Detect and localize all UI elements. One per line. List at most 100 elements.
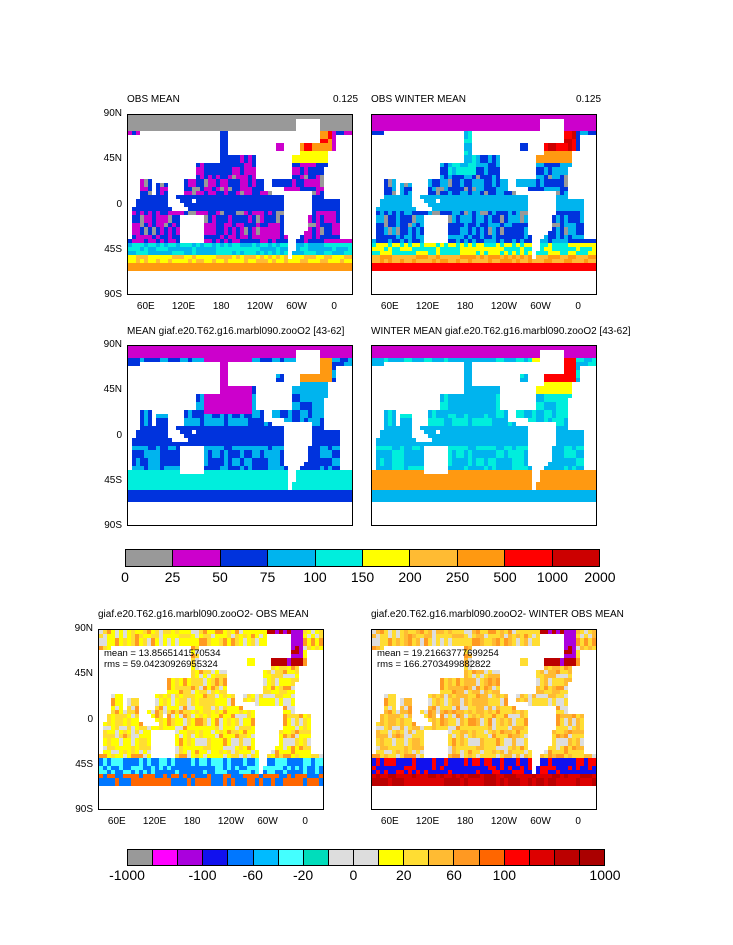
- map-cell: [304, 163, 308, 167]
- map-cell: [416, 123, 420, 127]
- map-cell: [468, 438, 472, 442]
- map-cell: [316, 498, 320, 502]
- map-cell: [324, 267, 328, 271]
- map-cell: [428, 203, 432, 207]
- map-cell: [240, 191, 244, 195]
- map-cell: [504, 195, 508, 199]
- map-cell: [244, 482, 248, 486]
- map-cell: [148, 494, 152, 498]
- map-cell: [444, 179, 448, 183]
- map-cell: [240, 470, 244, 474]
- map-cell: [560, 207, 564, 211]
- map-cell: [452, 223, 456, 227]
- map-cell: [240, 450, 244, 454]
- map-cell: [444, 430, 448, 434]
- map-cell: [152, 346, 156, 350]
- map-cell: [476, 179, 480, 183]
- map-cell: [300, 470, 304, 474]
- map-cell: [328, 259, 332, 263]
- map-cell: [168, 239, 172, 243]
- map-cell: [260, 458, 264, 462]
- map-cell: [476, 247, 480, 251]
- map-cell: [132, 255, 136, 259]
- map-cell: [208, 263, 212, 267]
- map-cell: [160, 227, 164, 231]
- map-cell: [464, 135, 468, 139]
- map-cell: [320, 478, 324, 482]
- map-cell: [580, 123, 584, 127]
- map-cell: [228, 255, 232, 259]
- map-cell: [312, 231, 316, 235]
- map-cell: [380, 362, 384, 366]
- map-cell: [500, 422, 504, 426]
- map-cell: [460, 414, 464, 418]
- map-cell: [408, 350, 412, 354]
- map-cell: [388, 267, 392, 271]
- map-cell: [336, 115, 340, 119]
- map-cell: [168, 215, 172, 219]
- map-cell: [384, 442, 388, 446]
- map-cell: [444, 243, 448, 247]
- map-cell: [136, 235, 140, 239]
- map-cell: [584, 358, 588, 362]
- map-cell: [560, 115, 564, 119]
- map-cell: [312, 482, 316, 486]
- map-cell: [560, 398, 564, 402]
- map-cell: [564, 390, 568, 394]
- map-cell: [304, 394, 308, 398]
- map-cell: [496, 354, 500, 358]
- map-cell: [248, 119, 252, 123]
- map-cell: [496, 267, 500, 271]
- map-cell: [500, 179, 504, 183]
- map-cell: [572, 259, 576, 263]
- map-cell: [296, 251, 300, 255]
- map-cell: [388, 410, 392, 414]
- map-cell: [144, 462, 148, 466]
- map-cell: [328, 498, 332, 502]
- map-cell: [500, 247, 504, 251]
- map-cell: [196, 430, 200, 434]
- map-cell: [328, 374, 332, 378]
- map-cell: [380, 259, 384, 263]
- map-cell: [216, 414, 220, 418]
- map-cell: [456, 259, 460, 263]
- map-cell: [396, 127, 400, 131]
- map-cell: [452, 422, 456, 426]
- map-cell: [268, 235, 272, 239]
- map-cell: [568, 366, 572, 370]
- map-cell: [232, 406, 236, 410]
- map-cell: [144, 450, 148, 454]
- map-cell: [244, 450, 248, 454]
- map-cell: [488, 207, 492, 211]
- map-cell: [236, 171, 240, 175]
- map-cell: [568, 243, 572, 247]
- map-cell: [572, 251, 576, 255]
- map-cell: [524, 199, 528, 203]
- map-cell: [424, 211, 428, 215]
- map-cell: [196, 123, 200, 127]
- map-cell: [468, 382, 472, 386]
- map-cell: [228, 259, 232, 263]
- map-cell: [580, 358, 584, 362]
- map-cell: [304, 247, 308, 251]
- map-cell: [496, 263, 500, 267]
- map-cell: [296, 159, 300, 163]
- map-cell: [128, 255, 132, 259]
- map-cell: [556, 398, 560, 402]
- map-cell: [452, 231, 456, 235]
- map-cell: [152, 434, 156, 438]
- map-cell: [496, 390, 500, 394]
- map-cell: [228, 498, 232, 502]
- map-cell: [192, 474, 196, 478]
- map-cell: [436, 358, 440, 362]
- map-cell: [532, 350, 536, 354]
- map-cell: [132, 498, 136, 502]
- map-cell: [296, 470, 300, 474]
- map-cell: [196, 418, 200, 422]
- map-cell: [148, 243, 152, 247]
- map-cell: [312, 434, 316, 438]
- map-cell: [204, 418, 208, 422]
- map-cell: [224, 490, 228, 494]
- map-cell: [336, 358, 340, 362]
- map-cell: [552, 386, 556, 390]
